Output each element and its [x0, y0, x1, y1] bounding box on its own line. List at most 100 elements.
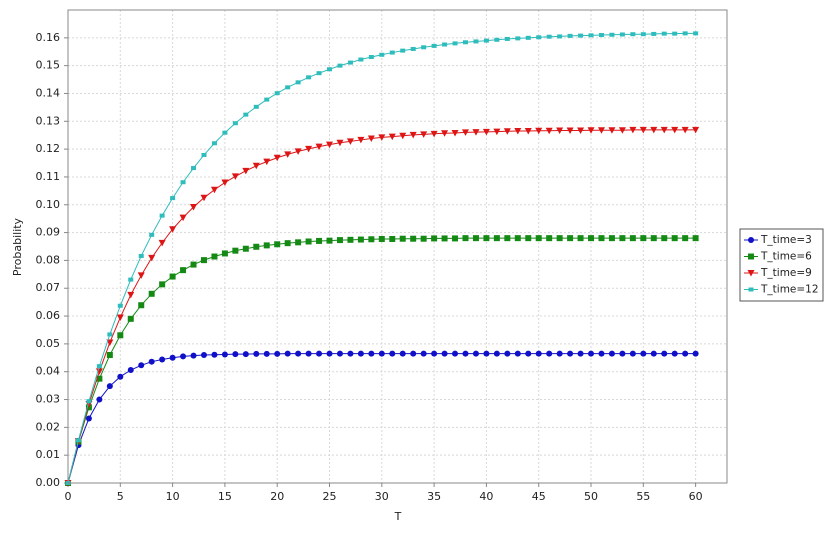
marker — [441, 235, 448, 242]
marker — [243, 112, 249, 117]
marker — [609, 32, 615, 37]
marker — [504, 36, 510, 41]
y-tick-label: 0.03 — [36, 393, 61, 406]
marker — [420, 350, 427, 357]
marker — [180, 353, 187, 360]
marker — [483, 38, 489, 43]
x-tick-label: 0 — [65, 490, 72, 503]
marker — [148, 290, 155, 297]
marker — [514, 235, 521, 242]
marker — [578, 33, 584, 38]
marker — [671, 126, 679, 134]
marker — [326, 350, 333, 357]
y-tick-label: 0.04 — [36, 365, 61, 378]
marker — [629, 126, 637, 134]
marker — [536, 35, 542, 40]
marker — [461, 129, 469, 136]
marker — [190, 352, 197, 359]
marker — [420, 131, 428, 138]
marker — [211, 253, 218, 260]
marker — [295, 239, 302, 246]
y-tick-label: 0.15 — [36, 59, 61, 72]
x-axis-label: T — [394, 510, 402, 523]
marker — [305, 350, 312, 357]
marker — [368, 55, 374, 60]
marker — [598, 235, 605, 242]
marker — [264, 97, 270, 102]
x-tick-label: 60 — [689, 490, 703, 503]
marker — [357, 350, 364, 357]
marker — [535, 350, 542, 357]
marker — [452, 41, 458, 46]
marker — [577, 235, 584, 242]
x-tick-label: 30 — [375, 490, 389, 503]
marker — [619, 235, 626, 242]
marker — [191, 166, 197, 171]
marker — [180, 180, 186, 185]
y-tick-label: 0.09 — [36, 226, 61, 239]
marker — [441, 350, 448, 357]
marker — [138, 253, 144, 258]
legend-label: T_time=12 — [760, 284, 819, 296]
marker — [316, 237, 323, 244]
marker — [295, 80, 301, 85]
marker — [556, 235, 563, 242]
marker — [378, 350, 385, 357]
marker — [692, 126, 700, 134]
marker — [389, 350, 396, 357]
marker — [409, 131, 417, 139]
marker — [128, 277, 134, 282]
marker — [535, 127, 543, 135]
x-tick-label: 55 — [636, 490, 650, 503]
marker — [660, 126, 668, 134]
marker — [117, 332, 124, 339]
marker — [347, 60, 353, 65]
marker — [598, 33, 604, 38]
marker — [96, 375, 103, 382]
marker — [295, 350, 302, 357]
marker — [170, 196, 176, 201]
marker — [357, 236, 364, 243]
marker — [514, 350, 521, 357]
marker — [169, 273, 176, 280]
y-tick-label: 0.13 — [36, 114, 61, 127]
marker — [577, 350, 584, 357]
marker — [410, 350, 417, 357]
marker — [640, 235, 647, 242]
y-tick-label: 0.00 — [36, 476, 61, 489]
marker — [494, 37, 500, 42]
marker — [389, 50, 395, 55]
marker — [442, 42, 448, 47]
marker — [430, 130, 438, 138]
marker — [347, 236, 354, 243]
marker — [190, 203, 198, 211]
x-tick-label: 45 — [532, 490, 546, 503]
marker — [148, 358, 155, 365]
marker — [661, 350, 668, 357]
marker — [608, 235, 615, 242]
x-tick-label: 5 — [117, 490, 124, 503]
marker — [748, 287, 754, 292]
marker — [326, 237, 333, 244]
marker — [210, 186, 218, 194]
marker — [294, 148, 302, 155]
marker — [127, 315, 134, 322]
marker — [211, 351, 218, 358]
y-tick-label: 0.02 — [36, 420, 61, 433]
marker — [472, 129, 480, 136]
marker — [566, 127, 574, 134]
marker — [421, 45, 427, 50]
marker — [336, 350, 343, 357]
marker — [598, 350, 605, 357]
marker — [608, 350, 615, 357]
marker — [379, 52, 385, 57]
marker — [95, 368, 103, 375]
marker — [503, 128, 511, 135]
marker — [597, 127, 605, 134]
marker — [493, 235, 500, 242]
marker — [253, 243, 260, 250]
marker — [221, 351, 228, 358]
legend-label: T_time=3 — [760, 234, 812, 246]
marker — [682, 31, 688, 36]
marker — [106, 352, 113, 359]
